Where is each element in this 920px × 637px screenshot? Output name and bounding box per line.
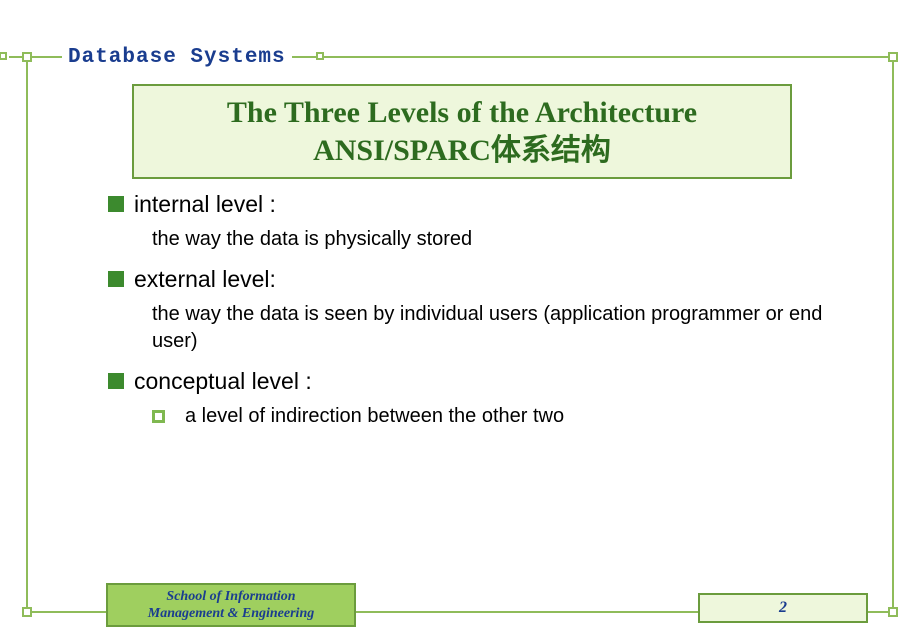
item-label: internal level : xyxy=(134,190,276,220)
square-bullet-icon xyxy=(108,373,124,389)
footer-school-line-2: Management & Engineering xyxy=(148,605,314,623)
footer-school-line-1: School of Information xyxy=(166,588,295,606)
title-line-1: The Three Levels of the Architecture xyxy=(144,94,780,132)
header-title: Database Systems xyxy=(62,46,292,69)
title-box: The Three Levels of the Architecture ANS… xyxy=(132,84,792,179)
item-desc: the way the data is physically stored xyxy=(152,226,860,253)
item-desc-row: the way the data is seen by individual u… xyxy=(152,301,860,355)
bullet-item: internal level : xyxy=(108,190,860,220)
bullet-item: external level: xyxy=(108,265,860,295)
corner-bl xyxy=(22,607,32,617)
corner-tr xyxy=(888,52,898,62)
square-bullet-icon xyxy=(108,271,124,287)
item-label: external level: xyxy=(134,265,276,295)
bullet-item: conceptual level : xyxy=(108,367,860,397)
sub-item-row: a level of indirection between the other… xyxy=(152,403,860,430)
deco-node xyxy=(0,52,7,60)
corner-br xyxy=(888,607,898,617)
deco-node xyxy=(316,52,324,60)
outline-bullet-icon xyxy=(152,410,165,423)
page-number: 2 xyxy=(779,599,787,617)
content-area: internal level : the way the data is phy… xyxy=(108,190,860,440)
corner-tl xyxy=(22,52,32,62)
square-bullet-icon xyxy=(108,196,124,212)
sub-item-text: a level of indirection between the other… xyxy=(185,403,564,430)
title-line-2: ANSI/SPARC体系结构 xyxy=(144,132,780,170)
footer-school-box: School of Information Management & Engin… xyxy=(106,583,356,627)
item-label: conceptual level : xyxy=(134,367,312,397)
item-desc-row: the way the data is physically stored xyxy=(152,226,860,253)
item-desc: the way the data is seen by individual u… xyxy=(152,301,860,355)
footer-page-box: 2 xyxy=(698,593,868,623)
